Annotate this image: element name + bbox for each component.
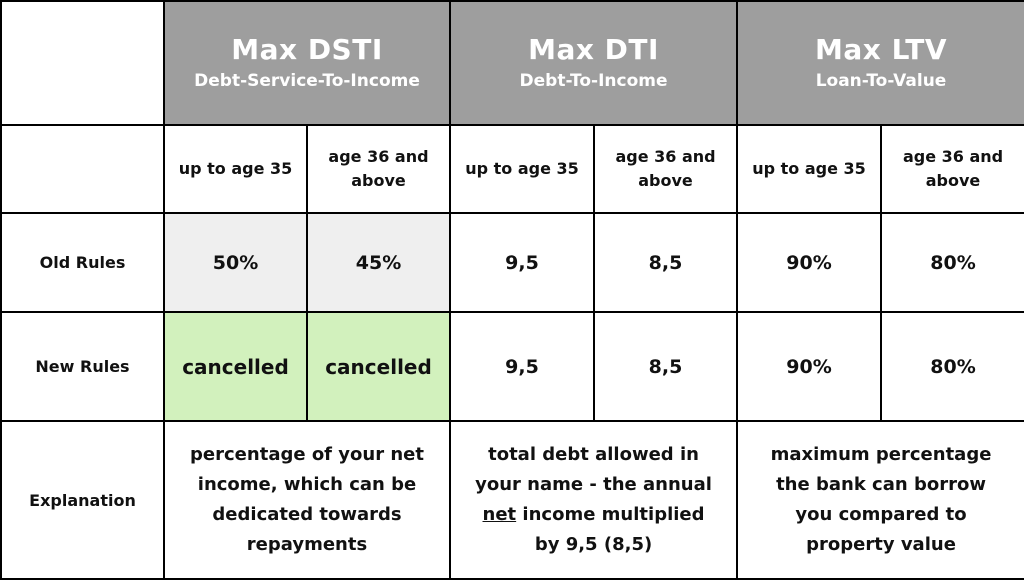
old-dsti-young: 50% (163, 212, 308, 313)
corner-cell (0, 0, 165, 126)
header-dsti-title: Max DSTI (231, 33, 383, 66)
dsti-age-young: up to age 35 (163, 124, 308, 214)
explanation-dti: total debt allowed in your name - the an… (449, 420, 739, 580)
new-dti-older: 8,5 (593, 311, 739, 422)
old-rules-label: Old Rules (0, 212, 165, 313)
new-dsti-young: cancelled (163, 311, 308, 422)
dsti-age-older: age 36 and above (305, 124, 452, 214)
new-ltv-young: 90% (736, 311, 883, 422)
new-rules-row: New Rules cancelled cancelled 9,5 8,5 90… (0, 311, 1024, 422)
age-group-row: up to age 35 age 36 and above up to age … (0, 124, 1024, 214)
new-dsti-older: cancelled (305, 311, 452, 422)
age-row-label (0, 124, 165, 214)
header-dti: Max DTI Debt-To-Income (449, 0, 739, 126)
new-rules-label: New Rules (0, 311, 165, 422)
old-ltv-older: 80% (880, 212, 1024, 313)
explanation-dti-after: income multiplied by 9,5 (8,5) (516, 504, 705, 555)
explanation-dti-before: total debt allowed in your name - the an… (475, 444, 712, 495)
ltv-age-older: age 36 and above (880, 124, 1024, 214)
old-ltv-young: 90% (736, 212, 883, 313)
header-ltv: Max LTV Loan-To-Value (736, 0, 1024, 126)
old-dti-older: 8,5 (593, 212, 739, 313)
header-ltv-subtitle: Loan-To-Value (815, 71, 947, 91)
explanation-label: Explanation (0, 420, 165, 580)
old-dti-young: 9,5 (449, 212, 596, 313)
old-dsti-older: 45% (305, 212, 452, 313)
header-ltv-title: Max LTV (815, 33, 948, 66)
header-dti-subtitle: Debt-To-Income (519, 71, 668, 91)
dti-age-young: up to age 35 (449, 124, 596, 214)
new-ltv-older: 80% (880, 311, 1024, 422)
dti-age-older: age 36 and above (593, 124, 739, 214)
explanation-dsti: percentage of your net income, which can… (162, 420, 452, 580)
ltv-age-young: up to age 35 (736, 124, 883, 214)
header-dsti-subtitle: Debt-Service-To-Income (194, 71, 420, 91)
explanation-row: Explanation percentage of your net incom… (0, 420, 1024, 580)
explanation-dti-emphasis: net (482, 504, 517, 525)
header-dsti: Max DSTI Debt-Service-To-Income (162, 0, 452, 126)
old-rules-row: Old Rules 50% 45% 9,5 8,5 90% 80% (0, 212, 1024, 313)
header-row: Max DSTI Debt-Service-To-Income Max DTI … (0, 0, 1024, 126)
explanation-ltv: maximum percentage the bank can borrow y… (736, 420, 1024, 580)
header-dti-title: Max DTI (528, 33, 659, 66)
new-dti-young: 9,5 (449, 311, 596, 422)
